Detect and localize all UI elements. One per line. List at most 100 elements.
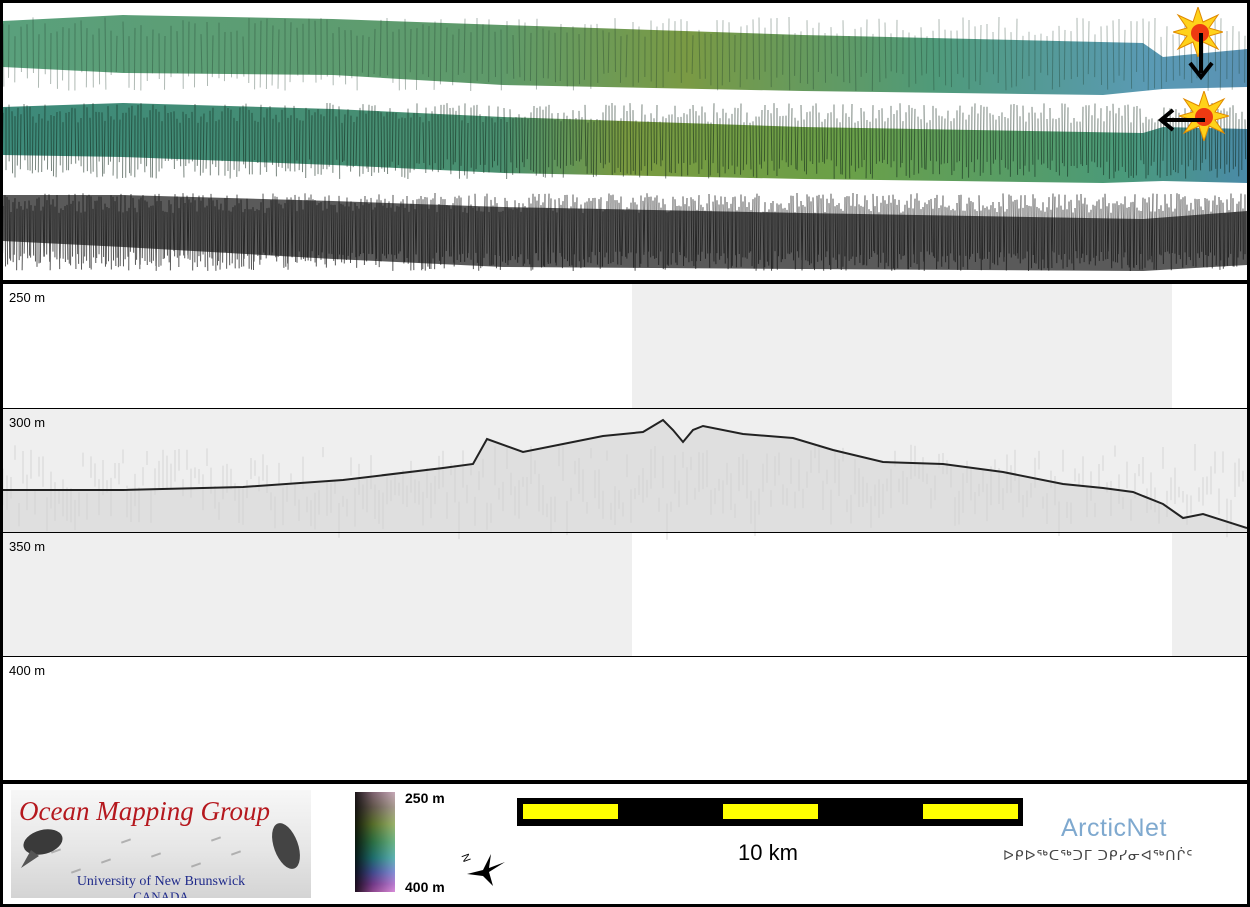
swath-ping-line — [1194, 198, 1197, 267]
north-arrow-icon: N — [458, 852, 505, 886]
swath-ping-line — [355, 116, 358, 165]
swath-ping-line — [343, 114, 346, 161]
swath-ping-line — [903, 204, 906, 256]
swath-ping-line — [1153, 122, 1156, 162]
swath-ping-line — [307, 197, 310, 261]
swath-ping-line — [119, 193, 122, 267]
swath-ping-line — [1177, 112, 1180, 174]
swath-ping-line — [230, 31, 233, 78]
swath-ping-line — [1046, 207, 1049, 269]
swath-ping-line — [997, 17, 1000, 84]
swath-ping-line — [163, 211, 166, 259]
swath-ping-line — [828, 203, 831, 266]
swath-ping-line — [920, 119, 923, 168]
swath-ping-line — [800, 105, 803, 161]
swath-ping-line — [509, 109, 512, 163]
swath-ping-line — [1233, 212, 1236, 267]
swath-ping-line — [632, 197, 635, 268]
swath-ping-line — [601, 211, 604, 267]
swath-ping-line — [1063, 29, 1066, 80]
swath-ping-line — [547, 193, 550, 264]
swath-ping-line — [540, 205, 543, 268]
swath-ping-line — [1046, 118, 1049, 169]
swath-ping-line — [238, 107, 241, 172]
swath-ping-line — [315, 205, 318, 267]
swath-ping-line — [206, 21, 209, 87]
swath-ping-line — [139, 197, 142, 265]
swath-ping-line — [65, 112, 68, 171]
swath-ping-line — [46, 120, 49, 170]
swath-ping-line — [1219, 18, 1222, 91]
swath-ping-line — [289, 22, 292, 83]
swath-ping-line — [1021, 35, 1024, 79]
swath-ping-line — [678, 205, 681, 253]
swath-ping-line — [370, 197, 373, 255]
swath-ping-line — [1002, 193, 1005, 262]
swath-ping-line — [961, 112, 964, 179]
swath-ping-line — [346, 109, 349, 167]
swath-ping-line — [920, 27, 923, 76]
swath-ping-line — [243, 208, 246, 259]
swath-ping-line — [580, 117, 583, 160]
swath-ping-line — [407, 211, 410, 264]
swath-ping-line — [262, 193, 265, 253]
swath-ping-line — [680, 116, 683, 177]
swath-ping-line — [258, 210, 261, 265]
swath-ping-line — [187, 199, 190, 259]
swath-ping-line — [1092, 204, 1095, 258]
swath-ping-line — [757, 195, 760, 264]
swath-ping-line — [338, 106, 341, 179]
swath-ping-line — [216, 199, 219, 266]
swath-ping-line — [940, 116, 943, 165]
swath-ping-line — [59, 208, 62, 259]
swath-ping-line — [1100, 26, 1103, 86]
seafloor-profile — [3, 418, 1247, 540]
swath-ping-line — [1207, 200, 1210, 257]
swath-ping-line — [692, 199, 695, 267]
swath-ping-line — [105, 206, 108, 265]
swath-ping-line — [1223, 108, 1226, 174]
swath-ping-line — [908, 105, 911, 178]
swath-ping-line — [753, 197, 756, 269]
swath-ping-line — [890, 202, 893, 271]
swath-ping-line — [31, 116, 34, 174]
swath-ping-line — [1080, 193, 1083, 258]
swath-ping-line — [122, 21, 125, 73]
swath-ping-line — [906, 200, 909, 270]
swath-ping-line — [777, 204, 780, 257]
swath-ping-line — [685, 197, 688, 258]
swath-ping-line — [1153, 18, 1156, 89]
swath-ping-line — [1158, 209, 1161, 255]
swath-ping-line — [1072, 212, 1075, 271]
swath-ping-line — [565, 115, 568, 166]
swath-ping-line — [422, 122, 425, 164]
swath-ping-line — [964, 210, 967, 256]
swath-ping-line — [803, 119, 806, 172]
swath-ping-line — [547, 30, 550, 79]
swath-ping-line — [412, 200, 415, 271]
swath-ping-line — [101, 112, 104, 177]
swath-ping-line — [886, 117, 889, 165]
swath-ping-line — [1159, 118, 1162, 178]
swath-ping-line — [418, 117, 421, 164]
swath-ping-line — [885, 203, 888, 263]
swath-ping-line — [516, 208, 519, 263]
swath-ping-line — [1005, 209, 1008, 271]
north-label: N — [458, 852, 472, 864]
swath-ping-line — [716, 112, 719, 174]
swath-ping-line — [284, 203, 287, 267]
swath-ping-line — [562, 112, 565, 178]
swath-ping-line — [466, 212, 469, 258]
swath-ping-line — [1237, 201, 1240, 258]
swath-ping-line — [537, 194, 540, 261]
swath-ping-line — [917, 116, 920, 174]
swath-ping-line — [242, 212, 245, 267]
swath-ping-line — [884, 22, 887, 79]
swath-ping-line — [1033, 198, 1036, 263]
swath-ping-line — [290, 197, 293, 258]
swath-ping-line — [925, 122, 928, 170]
swath-ping-line — [1200, 206, 1203, 252]
swath-ping-line — [503, 107, 506, 173]
swath-ping-line — [151, 104, 154, 178]
swath-ping-line — [731, 197, 734, 266]
